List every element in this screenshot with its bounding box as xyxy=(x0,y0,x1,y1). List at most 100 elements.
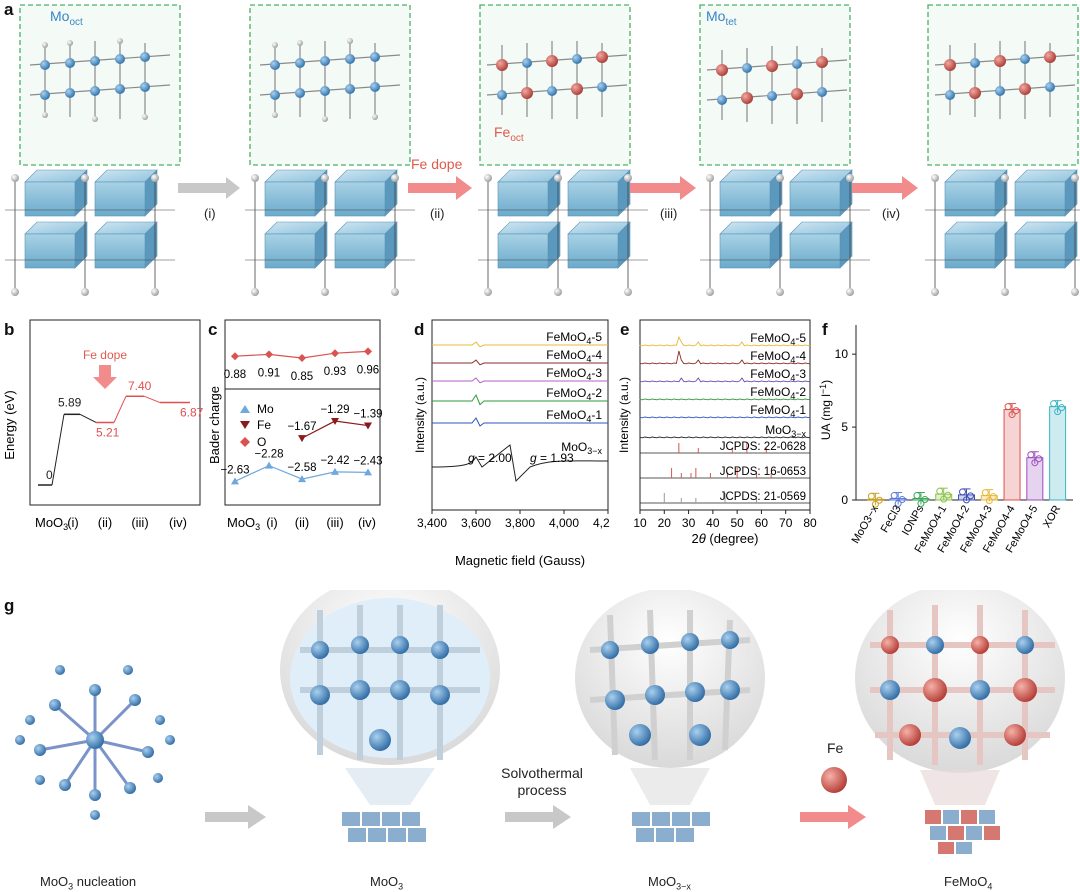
epr-trace xyxy=(432,393,608,406)
ua-point xyxy=(967,492,974,500)
nucleation-cluster xyxy=(15,665,175,820)
ua-point xyxy=(959,488,966,496)
epr-series-label: FeMoO4-1 xyxy=(546,408,602,424)
bader-value-label: −1.67 xyxy=(287,421,316,433)
panel-d-label: d xyxy=(414,320,425,339)
mo-oct-label: Mooct xyxy=(50,8,83,28)
bader-point-mo xyxy=(331,467,339,475)
bader-point-mo xyxy=(298,475,306,483)
arrow-i xyxy=(178,177,240,199)
energy-value-label: 5.89 xyxy=(58,395,82,409)
xrd-series-label: MoO3−x xyxy=(765,423,806,439)
ua-point xyxy=(894,500,902,508)
panel-b-label: b xyxy=(4,320,15,339)
ua-point xyxy=(875,496,883,504)
ua-point xyxy=(1008,411,1016,419)
mo-tet-label: Motet xyxy=(706,8,737,28)
energy-ylabel: Energy (eV) xyxy=(2,390,17,459)
bader-xtick-iv: (iv) xyxy=(358,515,376,530)
stage-nucleation-label: MoO3 nucleation xyxy=(40,874,137,892)
bader-value-label: −1.39 xyxy=(353,409,382,421)
ua-point xyxy=(921,496,929,504)
bader-value-label: −2.63 xyxy=(220,464,249,476)
bader-value-label: −2.28 xyxy=(254,449,283,461)
arrow-moo3x-to-femoo4 xyxy=(800,805,866,829)
step-ii-label: (ii) xyxy=(430,206,445,221)
ua-bar xyxy=(1026,457,1044,501)
energy-value-label: 0 xyxy=(46,468,53,482)
epr-xtick-label: 4,000 xyxy=(549,516,579,530)
bader-value-label: 0.93 xyxy=(324,366,346,378)
bader-value-label: −2.42 xyxy=(320,455,349,467)
bader-point-o xyxy=(265,350,273,359)
ua-point xyxy=(1031,459,1039,467)
ua-point xyxy=(989,493,997,501)
epr-series-label: MoO3−x xyxy=(561,440,602,456)
fe-dope-label: Fe dope xyxy=(411,156,463,172)
bader-value-label: −2.43 xyxy=(353,455,382,467)
panel-e-label: e xyxy=(620,320,630,339)
fe-atom xyxy=(821,767,847,793)
bader-chart: Bader charge 0.88 0.91 0.85 0.93 0.96 −1.67 −1… xyxy=(207,319,383,532)
arrow-ii xyxy=(408,176,472,200)
energy-xtick-ii: (ii) xyxy=(98,515,112,530)
epr-xtick-label: 3,400 xyxy=(417,516,447,530)
step-iii-label: (iii) xyxy=(660,206,678,221)
epr-xtick-label: 3,800 xyxy=(505,516,535,530)
panel-a-figure xyxy=(0,4,1080,300)
epr-trace xyxy=(432,359,608,366)
epr-ylabel: Intensity (a.u.) xyxy=(413,377,427,453)
bader-point-fe xyxy=(331,418,339,426)
bader-value-label: 0.96 xyxy=(357,364,379,376)
ua-ylabel: UA (mg l−1) xyxy=(818,380,833,440)
xrd-ref-label: JCPDS: 22-0628 xyxy=(720,441,806,453)
ua-point xyxy=(981,489,989,497)
fe-oct-label: Feoct xyxy=(494,124,524,144)
ua-xtick-label: XOR xyxy=(1041,503,1063,530)
xrd-trace xyxy=(639,377,811,383)
epr-series-label: FeMoO4-3 xyxy=(546,366,602,382)
xrd-series-label: FeMoO4-3 xyxy=(750,367,806,383)
ua-chart: UA (mg l−1) 0510MoO3−xFeCl3IONPsFeMoO4-1… xyxy=(818,325,1073,555)
bader-legend: Mo Fe O xyxy=(240,402,274,449)
ua-point xyxy=(1004,403,1012,411)
ua-point xyxy=(1050,400,1058,408)
ua-point xyxy=(1012,407,1020,415)
svg-text:O: O xyxy=(257,435,266,449)
ua-point xyxy=(1054,408,1062,416)
arrow-nucleation-to-moo3 xyxy=(205,805,266,829)
xrd-xtick-label: 60 xyxy=(755,516,769,530)
stage-moo3-label: MoO3 xyxy=(370,874,404,892)
xrd-trace xyxy=(639,335,811,347)
bader-point-mo xyxy=(265,461,273,469)
ua-bar xyxy=(1049,406,1067,501)
ua-point xyxy=(1058,404,1066,412)
epr-xlabel: Magnetic field (Gauss) xyxy=(455,553,585,568)
energy-xtick-moo3: MoO3 xyxy=(35,515,68,532)
panel-c-label: c xyxy=(208,320,218,339)
energy-value-label: 5.21 xyxy=(96,425,120,439)
xrd-trace xyxy=(639,350,811,365)
energy-connector-0 xyxy=(51,414,65,486)
xrd-chart: Intensity (a.u.) FeMoO4-5 FeMoO4-4 FeMoO4-… xyxy=(617,319,817,546)
xrd-ref-label: JCPDS: 21-0569 xyxy=(720,491,806,503)
bader-xtick-iii: (iii) xyxy=(326,515,343,530)
ua-point xyxy=(1027,451,1035,459)
bader-value-label: 0.88 xyxy=(224,369,246,381)
xrd-xtick-label: 10 xyxy=(633,516,647,530)
bader-point-mo xyxy=(231,477,239,485)
ua-point xyxy=(867,492,875,500)
fe-dope-down-arrow xyxy=(93,365,117,389)
energy-connector-1 xyxy=(79,413,97,423)
ua-point xyxy=(936,487,944,495)
ua-point xyxy=(898,496,906,504)
ua-ytick-label: 5 xyxy=(841,420,848,434)
epr-series-label: FeMoO4-5 xyxy=(546,330,602,346)
epr-g193: g = 1.93 xyxy=(530,451,574,465)
step-iv-label: (iv) xyxy=(882,206,901,221)
svg-text:Mo: Mo xyxy=(257,402,274,416)
xrd-trace xyxy=(639,436,811,439)
epr-series-label: FeMoO4-4 xyxy=(546,348,602,364)
panel-a-label: a xyxy=(4,0,14,19)
energy-connector-3 xyxy=(143,395,161,404)
